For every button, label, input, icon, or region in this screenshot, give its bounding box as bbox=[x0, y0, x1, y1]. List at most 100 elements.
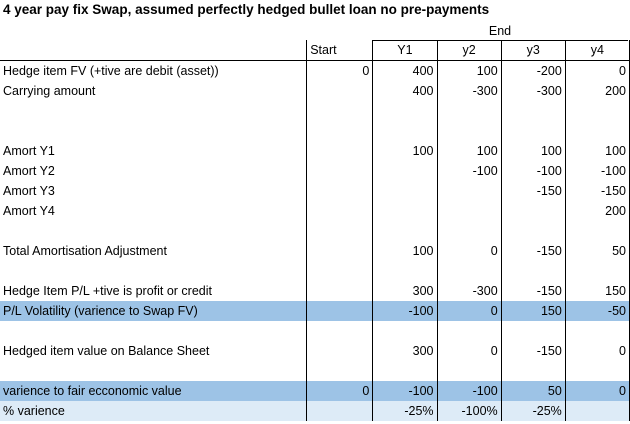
row-label-cell[interactable]: % varience bbox=[0, 401, 307, 421]
value-cell[interactable]: 100 bbox=[372, 141, 438, 161]
row-label-cell[interactable]: Amort Y1 bbox=[3, 144, 55, 158]
value-cell[interactable] bbox=[564, 401, 630, 421]
value-cell[interactable] bbox=[306, 121, 373, 141]
value-cell[interactable]: -300 bbox=[436, 281, 502, 301]
value-cell[interactable] bbox=[436, 101, 502, 121]
value-cell[interactable] bbox=[436, 321, 502, 341]
value-cell[interactable]: 200 bbox=[564, 201, 630, 221]
value-cell[interactable]: 0 bbox=[564, 381, 630, 401]
row-label-cell[interactable]: Amort Y3 bbox=[3, 184, 55, 198]
row-label-cell[interactable] bbox=[0, 321, 307, 341]
row-label-cell[interactable]: P/L Volatility (varience to Swap FV) bbox=[0, 301, 307, 321]
value-cell[interactable]: -100 bbox=[564, 161, 630, 181]
value-cell[interactable]: 100 bbox=[436, 141, 502, 161]
value-cell[interactable] bbox=[306, 321, 373, 341]
value-cell[interactable]: 50 bbox=[500, 381, 566, 401]
row-label-cell[interactable]: Amort Y4 bbox=[3, 204, 55, 218]
value-cell[interactable] bbox=[306, 401, 373, 421]
value-cell[interactable] bbox=[306, 341, 373, 361]
value-cell[interactable]: 100 bbox=[372, 241, 438, 261]
value-cell[interactable]: 50 bbox=[564, 241, 630, 261]
value-cell[interactable] bbox=[372, 221, 438, 241]
value-cell[interactable]: -150 bbox=[500, 341, 566, 361]
value-cell[interactable]: 100 bbox=[564, 141, 630, 161]
value-cell[interactable]: 0 bbox=[564, 60, 630, 81]
value-cell[interactable] bbox=[372, 101, 438, 121]
value-cell[interactable]: 100 bbox=[500, 141, 566, 161]
value-cell[interactable] bbox=[500, 201, 566, 221]
value-cell[interactable] bbox=[500, 101, 566, 121]
value-cell[interactable] bbox=[564, 261, 630, 281]
value-cell[interactable] bbox=[500, 261, 566, 281]
value-cell[interactable] bbox=[564, 221, 630, 241]
row-label-cell[interactable] bbox=[0, 121, 307, 141]
row-label-cell[interactable]: Hedged item value on Balance Sheet bbox=[3, 344, 210, 358]
value-cell[interactable]: -150 bbox=[564, 181, 630, 201]
column-header[interactable]: Start bbox=[306, 40, 373, 61]
value-cell[interactable]: 400 bbox=[372, 60, 438, 81]
value-cell[interactable] bbox=[564, 361, 630, 381]
value-cell[interactable] bbox=[372, 361, 438, 381]
value-cell[interactable] bbox=[500, 361, 566, 381]
value-cell[interactable]: 400 bbox=[372, 81, 438, 101]
value-cell[interactable]: -100 bbox=[500, 161, 566, 181]
value-cell[interactable]: -300 bbox=[500, 81, 566, 101]
row-label-cell[interactable]: Amort Y2 bbox=[3, 164, 55, 178]
row-label-cell[interactable]: Carrying amount bbox=[3, 84, 96, 98]
value-cell[interactable] bbox=[436, 361, 502, 381]
value-cell[interactable]: 150 bbox=[500, 301, 566, 321]
value-cell[interactable]: -150 bbox=[500, 281, 566, 301]
value-cell[interactable]: -100 bbox=[372, 381, 438, 401]
value-cell[interactable]: -300 bbox=[436, 81, 502, 101]
value-cell[interactable]: 100 bbox=[436, 60, 502, 81]
value-cell[interactable]: 200 bbox=[564, 81, 630, 101]
value-cell[interactable] bbox=[372, 181, 438, 201]
value-cell[interactable] bbox=[306, 141, 373, 161]
column-header[interactable]: y3 bbox=[500, 40, 566, 61]
value-cell[interactable] bbox=[564, 121, 630, 141]
value-cell[interactable] bbox=[372, 201, 438, 221]
row-label-cell[interactable] bbox=[0, 261, 307, 281]
value-cell[interactable]: -100% bbox=[436, 401, 502, 421]
column-header[interactable]: Y1 bbox=[372, 40, 438, 61]
value-cell[interactable] bbox=[306, 241, 373, 261]
value-cell[interactable] bbox=[306, 81, 373, 101]
value-cell[interactable] bbox=[306, 181, 373, 201]
value-cell[interactable]: -150 bbox=[500, 181, 566, 201]
value-cell[interactable]: 300 bbox=[372, 281, 438, 301]
value-cell[interactable] bbox=[436, 121, 502, 141]
row-label-cell[interactable]: Hedge Item P/L +tive is profit or credit bbox=[3, 284, 213, 298]
value-cell[interactable] bbox=[306, 101, 373, 121]
value-cell[interactable]: 0 bbox=[306, 381, 373, 401]
value-cell[interactable] bbox=[564, 101, 630, 121]
value-cell[interactable] bbox=[436, 181, 502, 201]
value-cell[interactable]: -200 bbox=[500, 60, 566, 81]
value-cell[interactable] bbox=[500, 221, 566, 241]
row-label-cell[interactable]: varience to fair ecconomic value bbox=[0, 381, 307, 401]
value-cell[interactable] bbox=[306, 261, 373, 281]
value-cell[interactable] bbox=[372, 121, 438, 141]
header-cell-blank[interactable] bbox=[0, 40, 307, 61]
value-cell[interactable] bbox=[306, 201, 373, 221]
value-cell[interactable]: 0 bbox=[306, 60, 373, 81]
value-cell[interactable]: -25% bbox=[372, 401, 438, 421]
row-label-cell[interactable]: Hedge item FV (+tive are debit (asset)) bbox=[3, 64, 219, 78]
value-cell[interactable]: 0 bbox=[436, 241, 502, 261]
value-cell[interactable]: -25% bbox=[500, 401, 566, 421]
row-label-cell[interactable]: Total Amortisation Adjustment bbox=[3, 244, 167, 258]
value-cell[interactable] bbox=[306, 361, 373, 381]
row-label-cell[interactable] bbox=[0, 221, 307, 241]
value-cell[interactable]: -100 bbox=[436, 161, 502, 181]
value-cell[interactable] bbox=[306, 281, 373, 301]
value-cell[interactable] bbox=[500, 121, 566, 141]
value-cell[interactable]: -50 bbox=[564, 301, 630, 321]
value-cell[interactable]: 0 bbox=[436, 301, 502, 321]
value-cell[interactable] bbox=[436, 221, 502, 241]
row-label-cell[interactable] bbox=[0, 101, 307, 121]
value-cell[interactable]: 150 bbox=[564, 281, 630, 301]
value-cell[interactable] bbox=[306, 301, 373, 321]
row-label-cell[interactable] bbox=[0, 361, 307, 381]
column-header[interactable]: y2 bbox=[436, 40, 502, 61]
value-cell[interactable] bbox=[372, 321, 438, 341]
value-cell[interactable] bbox=[564, 321, 630, 341]
